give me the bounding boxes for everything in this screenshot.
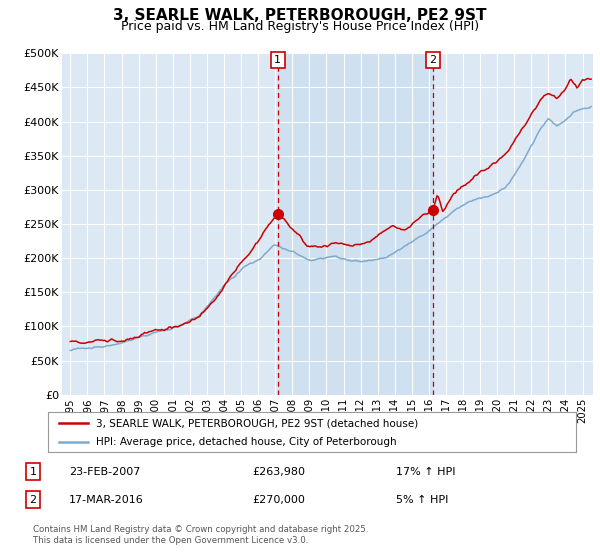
Text: 2: 2 bbox=[29, 494, 37, 505]
Bar bbox=[278, 53, 433, 395]
Text: Contains HM Land Registry data © Crown copyright and database right 2025.
This d: Contains HM Land Registry data © Crown c… bbox=[33, 525, 368, 545]
Text: 3, SEARLE WALK, PETERBOROUGH, PE2 9ST (detached house): 3, SEARLE WALK, PETERBOROUGH, PE2 9ST (d… bbox=[95, 418, 418, 428]
Text: HPI: Average price, detached house, City of Peterborough: HPI: Average price, detached house, City… bbox=[95, 437, 396, 446]
Text: 1: 1 bbox=[29, 466, 37, 477]
Text: 2: 2 bbox=[429, 55, 436, 65]
Text: 5% ↑ HPI: 5% ↑ HPI bbox=[396, 494, 448, 505]
Text: 1: 1 bbox=[274, 55, 281, 65]
Text: £263,980: £263,980 bbox=[252, 466, 305, 477]
Text: 17-MAR-2016: 17-MAR-2016 bbox=[69, 494, 144, 505]
Text: 17% ↑ HPI: 17% ↑ HPI bbox=[396, 466, 455, 477]
Text: 23-FEB-2007: 23-FEB-2007 bbox=[69, 466, 140, 477]
Text: £270,000: £270,000 bbox=[252, 494, 305, 505]
Text: 3, SEARLE WALK, PETERBOROUGH, PE2 9ST: 3, SEARLE WALK, PETERBOROUGH, PE2 9ST bbox=[113, 8, 487, 24]
Text: Price paid vs. HM Land Registry's House Price Index (HPI): Price paid vs. HM Land Registry's House … bbox=[121, 20, 479, 33]
